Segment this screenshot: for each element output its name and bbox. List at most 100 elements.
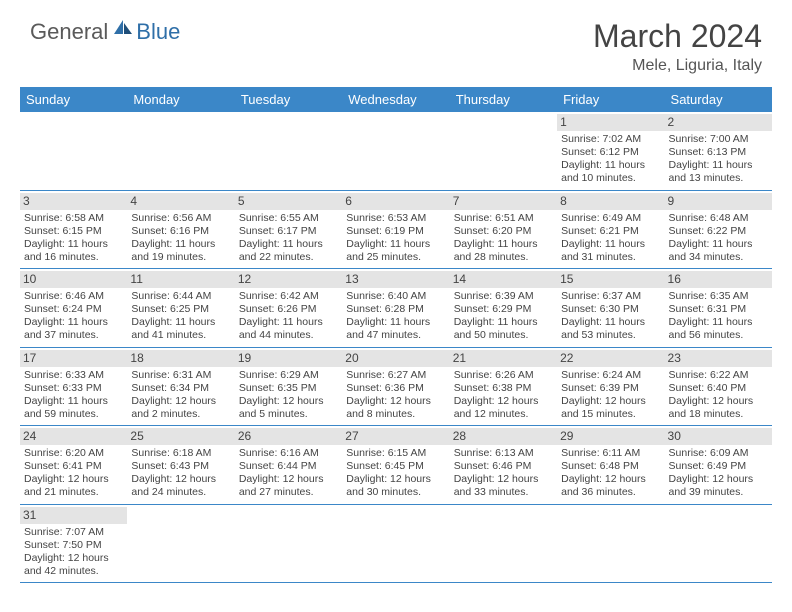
day-number: 4 [127, 193, 234, 210]
day-number: 3 [20, 193, 127, 210]
day-cell: 7Sunrise: 6:51 AMSunset: 6:20 PMDaylight… [450, 191, 557, 269]
sunset-text: Sunset: 6:43 PM [131, 460, 230, 473]
day-number: 20 [342, 350, 449, 367]
daylight-text: Daylight: 11 hours and 50 minutes. [454, 316, 553, 342]
sunrise-text: Sunrise: 6:27 AM [346, 369, 445, 382]
day-cell: 17Sunrise: 6:33 AMSunset: 6:33 PMDayligh… [20, 348, 127, 426]
daylight-text: Daylight: 11 hours and 16 minutes. [24, 238, 123, 264]
day-number: 7 [450, 193, 557, 210]
day-number: 10 [20, 271, 127, 288]
sunset-text: Sunset: 6:30 PM [561, 303, 660, 316]
day-cell: 15Sunrise: 6:37 AMSunset: 6:30 PMDayligh… [557, 269, 664, 347]
daylight-text: Daylight: 11 hours and 41 minutes. [131, 316, 230, 342]
day-cell: 8Sunrise: 6:49 AMSunset: 6:21 PMDaylight… [557, 191, 664, 269]
day-cell: 19Sunrise: 6:29 AMSunset: 6:35 PMDayligh… [235, 348, 342, 426]
sunrise-text: Sunrise: 6:39 AM [454, 290, 553, 303]
sunset-text: Sunset: 6:22 PM [669, 225, 768, 238]
day-cell: 11Sunrise: 6:44 AMSunset: 6:25 PMDayligh… [127, 269, 234, 347]
day-cell: 9Sunrise: 6:48 AMSunset: 6:22 PMDaylight… [665, 191, 772, 269]
sunset-text: Sunset: 6:46 PM [454, 460, 553, 473]
header: General Blue March 2024 Mele, Liguria, I… [0, 0, 792, 81]
daylight-text: Daylight: 12 hours and 12 minutes. [454, 395, 553, 421]
sunset-text: Sunset: 6:15 PM [24, 225, 123, 238]
week-row: 24Sunrise: 6:20 AMSunset: 6:41 PMDayligh… [20, 426, 772, 505]
week-row: 3Sunrise: 6:58 AMSunset: 6:15 PMDaylight… [20, 191, 772, 270]
daylight-text: Daylight: 12 hours and 36 minutes. [561, 473, 660, 499]
sunset-text: Sunset: 6:41 PM [24, 460, 123, 473]
sunrise-text: Sunrise: 6:51 AM [454, 212, 553, 225]
weekday-header: Friday [557, 87, 664, 112]
day-cell: 22Sunrise: 6:24 AMSunset: 6:39 PMDayligh… [557, 348, 664, 426]
day-cell: 27Sunrise: 6:15 AMSunset: 6:45 PMDayligh… [342, 426, 449, 504]
sunrise-text: Sunrise: 7:00 AM [669, 133, 768, 146]
sunrise-text: Sunrise: 6:16 AM [239, 447, 338, 460]
sunrise-text: Sunrise: 6:48 AM [669, 212, 768, 225]
logo-sail-icon [112, 18, 134, 41]
sunset-text: Sunset: 6:19 PM [346, 225, 445, 238]
sunrise-text: Sunrise: 6:33 AM [24, 369, 123, 382]
sunset-text: Sunset: 6:21 PM [561, 225, 660, 238]
day-cell [450, 505, 557, 583]
daylight-text: Daylight: 11 hours and 47 minutes. [346, 316, 445, 342]
day-number: 18 [127, 350, 234, 367]
daylight-text: Daylight: 11 hours and 13 minutes. [669, 159, 768, 185]
week-row: 31Sunrise: 7:07 AMSunset: 7:50 PMDayligh… [20, 505, 772, 584]
day-cell: 30Sunrise: 6:09 AMSunset: 6:49 PMDayligh… [665, 426, 772, 504]
day-cell [20, 112, 127, 190]
day-number: 29 [557, 428, 664, 445]
weekday-header: Tuesday [235, 87, 342, 112]
week-row: 1Sunrise: 7:02 AMSunset: 6:12 PMDaylight… [20, 112, 772, 191]
day-cell: 5Sunrise: 6:55 AMSunset: 6:17 PMDaylight… [235, 191, 342, 269]
day-cell: 13Sunrise: 6:40 AMSunset: 6:28 PMDayligh… [342, 269, 449, 347]
sunrise-text: Sunrise: 6:53 AM [346, 212, 445, 225]
sunrise-text: Sunrise: 6:20 AM [24, 447, 123, 460]
sunset-text: Sunset: 6:35 PM [239, 382, 338, 395]
sunset-text: Sunset: 6:29 PM [454, 303, 553, 316]
day-cell [342, 505, 449, 583]
logo: General Blue [30, 18, 180, 45]
sunset-text: Sunset: 6:28 PM [346, 303, 445, 316]
day-cell: 10Sunrise: 6:46 AMSunset: 6:24 PMDayligh… [20, 269, 127, 347]
weekday-header: Monday [127, 87, 234, 112]
sunrise-text: Sunrise: 6:24 AM [561, 369, 660, 382]
day-cell: 1Sunrise: 7:02 AMSunset: 6:12 PMDaylight… [557, 112, 664, 190]
daylight-text: Daylight: 12 hours and 21 minutes. [24, 473, 123, 499]
day-number: 11 [127, 271, 234, 288]
daylight-text: Daylight: 12 hours and 8 minutes. [346, 395, 445, 421]
title-block: March 2024 Mele, Liguria, Italy [593, 18, 762, 75]
day-number: 15 [557, 271, 664, 288]
day-number: 14 [450, 271, 557, 288]
daylight-text: Daylight: 11 hours and 10 minutes. [561, 159, 660, 185]
day-cell [127, 505, 234, 583]
sunset-text: Sunset: 6:17 PM [239, 225, 338, 238]
sunrise-text: Sunrise: 6:46 AM [24, 290, 123, 303]
day-number: 25 [127, 428, 234, 445]
weekday-header: Wednesday [342, 87, 449, 112]
sunset-text: Sunset: 6:48 PM [561, 460, 660, 473]
day-number: 19 [235, 350, 342, 367]
day-cell [665, 505, 772, 583]
day-number: 22 [557, 350, 664, 367]
day-cell: 3Sunrise: 6:58 AMSunset: 6:15 PMDaylight… [20, 191, 127, 269]
sunrise-text: Sunrise: 6:18 AM [131, 447, 230, 460]
sunrise-text: Sunrise: 6:13 AM [454, 447, 553, 460]
day-cell: 18Sunrise: 6:31 AMSunset: 6:34 PMDayligh… [127, 348, 234, 426]
day-number: 30 [665, 428, 772, 445]
sunset-text: Sunset: 6:25 PM [131, 303, 230, 316]
day-number: 26 [235, 428, 342, 445]
sunset-text: Sunset: 6:13 PM [669, 146, 768, 159]
sunset-text: Sunset: 6:26 PM [239, 303, 338, 316]
sunset-text: Sunset: 6:44 PM [239, 460, 338, 473]
day-cell [235, 112, 342, 190]
sunset-text: Sunset: 6:16 PM [131, 225, 230, 238]
day-number: 13 [342, 271, 449, 288]
daylight-text: Daylight: 12 hours and 30 minutes. [346, 473, 445, 499]
weekday-header: Saturday [665, 87, 772, 112]
day-number: 27 [342, 428, 449, 445]
daylight-text: Daylight: 11 hours and 25 minutes. [346, 238, 445, 264]
sunrise-text: Sunrise: 6:49 AM [561, 212, 660, 225]
sunrise-text: Sunrise: 6:37 AM [561, 290, 660, 303]
day-cell: 2Sunrise: 7:00 AMSunset: 6:13 PMDaylight… [665, 112, 772, 190]
sunset-text: Sunset: 6:45 PM [346, 460, 445, 473]
day-number: 1 [557, 114, 664, 131]
